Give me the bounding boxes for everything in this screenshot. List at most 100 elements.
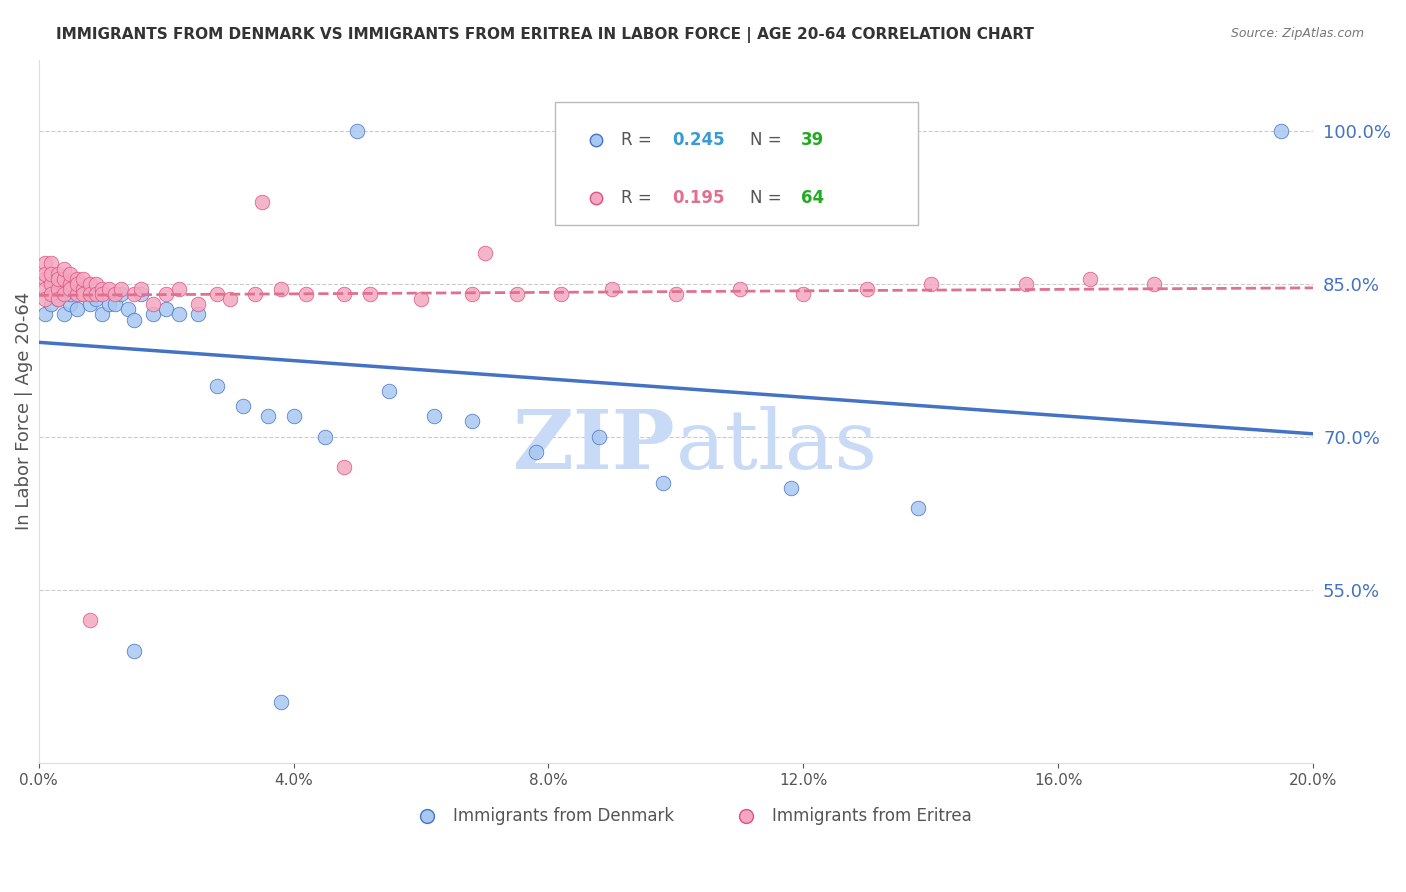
Point bbox=[270, 695, 292, 709]
Point bbox=[39, 267, 62, 281]
Point bbox=[1143, 277, 1166, 291]
Point bbox=[72, 287, 94, 301]
Point bbox=[46, 272, 69, 286]
Point bbox=[46, 292, 69, 306]
Point bbox=[245, 287, 267, 301]
Text: Immigrants from Denmark: Immigrants from Denmark bbox=[453, 806, 673, 825]
Point bbox=[792, 287, 814, 301]
Point bbox=[652, 475, 675, 490]
Point bbox=[378, 384, 401, 398]
Point bbox=[550, 287, 572, 301]
Point bbox=[66, 287, 89, 301]
Point bbox=[53, 261, 76, 276]
Point bbox=[422, 409, 444, 424]
Point bbox=[34, 267, 56, 281]
Point bbox=[34, 308, 56, 322]
Point bbox=[129, 282, 152, 296]
Point bbox=[34, 282, 56, 296]
Point bbox=[91, 287, 114, 301]
Text: 0.195: 0.195 bbox=[672, 189, 724, 207]
Point bbox=[779, 481, 801, 495]
Point bbox=[314, 430, 336, 444]
Point bbox=[59, 282, 82, 296]
Point bbox=[283, 409, 305, 424]
Point bbox=[409, 292, 432, 306]
Point bbox=[59, 287, 82, 301]
Text: atlas: atlas bbox=[676, 407, 877, 486]
Point bbox=[155, 287, 177, 301]
Text: 39: 39 bbox=[801, 131, 824, 150]
Text: 64: 64 bbox=[801, 189, 824, 207]
Point bbox=[46, 282, 69, 296]
Point bbox=[97, 297, 120, 311]
Point bbox=[84, 292, 107, 306]
Point bbox=[333, 460, 356, 475]
Point bbox=[600, 282, 623, 296]
Point bbox=[231, 399, 253, 413]
Point bbox=[34, 256, 56, 270]
Point bbox=[187, 297, 209, 311]
Point bbox=[53, 308, 76, 322]
Point bbox=[907, 501, 929, 516]
Point bbox=[257, 409, 280, 424]
Point bbox=[167, 282, 190, 296]
Point bbox=[920, 277, 942, 291]
Point bbox=[1270, 124, 1292, 138]
Point bbox=[588, 430, 610, 444]
Point bbox=[155, 302, 177, 317]
Point bbox=[39, 256, 62, 270]
Point bbox=[72, 272, 94, 286]
Point bbox=[142, 297, 165, 311]
Point bbox=[250, 195, 273, 210]
Point bbox=[728, 282, 751, 296]
Text: IMMIGRANTS FROM DENMARK VS IMMIGRANTS FROM ERITREA IN LABOR FORCE | AGE 20-64 CO: IMMIGRANTS FROM DENMARK VS IMMIGRANTS FR… bbox=[56, 27, 1035, 43]
Point bbox=[72, 282, 94, 296]
Point bbox=[110, 282, 132, 296]
Point bbox=[122, 287, 145, 301]
Point bbox=[205, 287, 228, 301]
Point bbox=[39, 277, 62, 291]
Point bbox=[104, 297, 127, 311]
Text: R =: R = bbox=[621, 189, 657, 207]
Point bbox=[122, 312, 145, 326]
Text: Source: ZipAtlas.com: Source: ZipAtlas.com bbox=[1230, 27, 1364, 40]
Text: Immigrants from Eritrea: Immigrants from Eritrea bbox=[772, 806, 972, 825]
Point bbox=[270, 282, 292, 296]
Point bbox=[856, 282, 879, 296]
Point bbox=[46, 267, 69, 281]
Point bbox=[359, 287, 381, 301]
FancyBboxPatch shape bbox=[555, 102, 918, 225]
Point bbox=[104, 287, 127, 301]
Text: ZIP: ZIP bbox=[513, 407, 676, 486]
Point bbox=[34, 292, 56, 306]
Point bbox=[117, 302, 139, 317]
Point bbox=[333, 287, 356, 301]
Point bbox=[129, 287, 152, 301]
Point bbox=[66, 277, 89, 291]
Point bbox=[205, 379, 228, 393]
Point bbox=[91, 308, 114, 322]
Point bbox=[91, 282, 114, 296]
Text: N =: N = bbox=[749, 189, 787, 207]
Point bbox=[97, 282, 120, 296]
Text: R =: R = bbox=[621, 131, 657, 150]
Point bbox=[167, 308, 190, 322]
Point bbox=[665, 287, 688, 301]
Text: 0.245: 0.245 bbox=[672, 131, 724, 150]
Point bbox=[218, 292, 240, 306]
Text: N =: N = bbox=[749, 131, 787, 150]
Point bbox=[39, 287, 62, 301]
Point bbox=[79, 277, 101, 291]
Point bbox=[187, 308, 209, 322]
Point bbox=[34, 272, 56, 286]
Point bbox=[110, 287, 132, 301]
Point bbox=[524, 445, 547, 459]
Point bbox=[505, 287, 527, 301]
Point bbox=[79, 287, 101, 301]
Point bbox=[46, 287, 69, 301]
Point bbox=[53, 272, 76, 286]
Point bbox=[66, 272, 89, 286]
Point bbox=[59, 297, 82, 311]
Point bbox=[461, 415, 484, 429]
Point bbox=[59, 277, 82, 291]
